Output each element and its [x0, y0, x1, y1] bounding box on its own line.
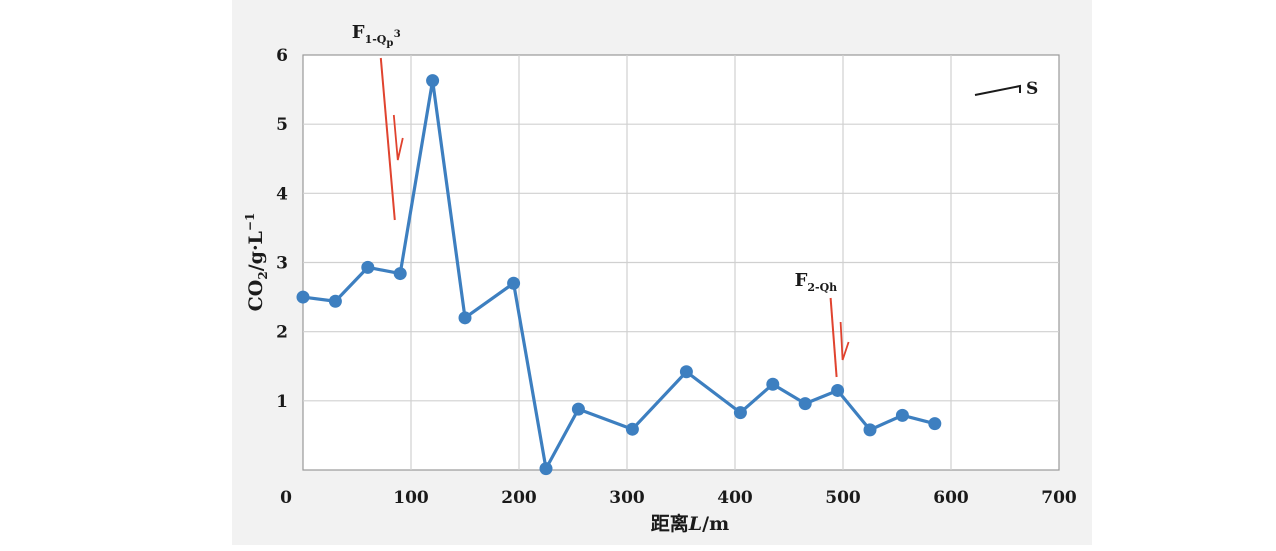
fault-line [379, 57, 396, 221]
x-tick-label: 200 [501, 488, 537, 508]
series-group [296, 74, 942, 476]
direction-indicator: S [974, 79, 1038, 99]
x-tick-label: 600 [933, 488, 969, 508]
y-axis-ticks: 1 2 3 4 5 6 [276, 46, 288, 412]
data-point [393, 267, 407, 281]
data-point [361, 260, 375, 274]
direction-label: S [1026, 79, 1038, 99]
x-tick-label: 500 [825, 488, 861, 508]
fault-f1: F1-Qp3 [352, 22, 404, 221]
data-point [539, 462, 553, 476]
x-axis-ticks: 0 100 200 300 400 500 600 700 [280, 488, 1077, 508]
data-point [733, 406, 747, 420]
data-point [571, 402, 585, 416]
fault-annotations: F1-Qp3 F2-Qh [352, 22, 850, 378]
data-point [625, 422, 639, 436]
fault-arrow-icon [392, 114, 404, 161]
data-point [863, 423, 877, 437]
fault-label-superscript: 3 [394, 29, 401, 40]
fault-arrow-icon [839, 321, 850, 361]
x-tick-label: 700 [1041, 488, 1077, 508]
y-tick-label: 6 [276, 46, 288, 66]
x-tick-label: 300 [609, 488, 645, 508]
y-axis-title: CO2/g·L−1 [243, 213, 270, 312]
x-tick-label: 0 [280, 488, 292, 508]
x-tick-label: 100 [393, 488, 429, 508]
y-tick-label: 2 [276, 323, 288, 343]
data-point [679, 365, 693, 379]
fault-f2: F2-Qh [795, 270, 850, 378]
fault-label: F2-Qh [795, 270, 838, 294]
data-point [831, 383, 845, 397]
data-point [798, 397, 812, 411]
y-tick-label: 4 [276, 184, 288, 204]
data-point [296, 290, 310, 304]
y-tick-label: 1 [276, 392, 288, 412]
data-point [766, 377, 780, 391]
x-axis-title: 距离L/m [651, 512, 729, 535]
data-point [328, 294, 342, 308]
grid-lines [303, 55, 1059, 470]
data-point [458, 311, 472, 325]
data-point [895, 408, 909, 422]
fault-line [829, 297, 838, 378]
data-point [928, 417, 942, 431]
y-tick-label: 3 [276, 254, 288, 274]
fault-label: F1-Qp [352, 22, 394, 49]
y-tick-label: 5 [276, 115, 288, 135]
data-point [426, 74, 440, 88]
data-point [507, 276, 521, 290]
x-tick-label: 400 [717, 488, 753, 508]
direction-arrow-icon [974, 84, 1021, 96]
